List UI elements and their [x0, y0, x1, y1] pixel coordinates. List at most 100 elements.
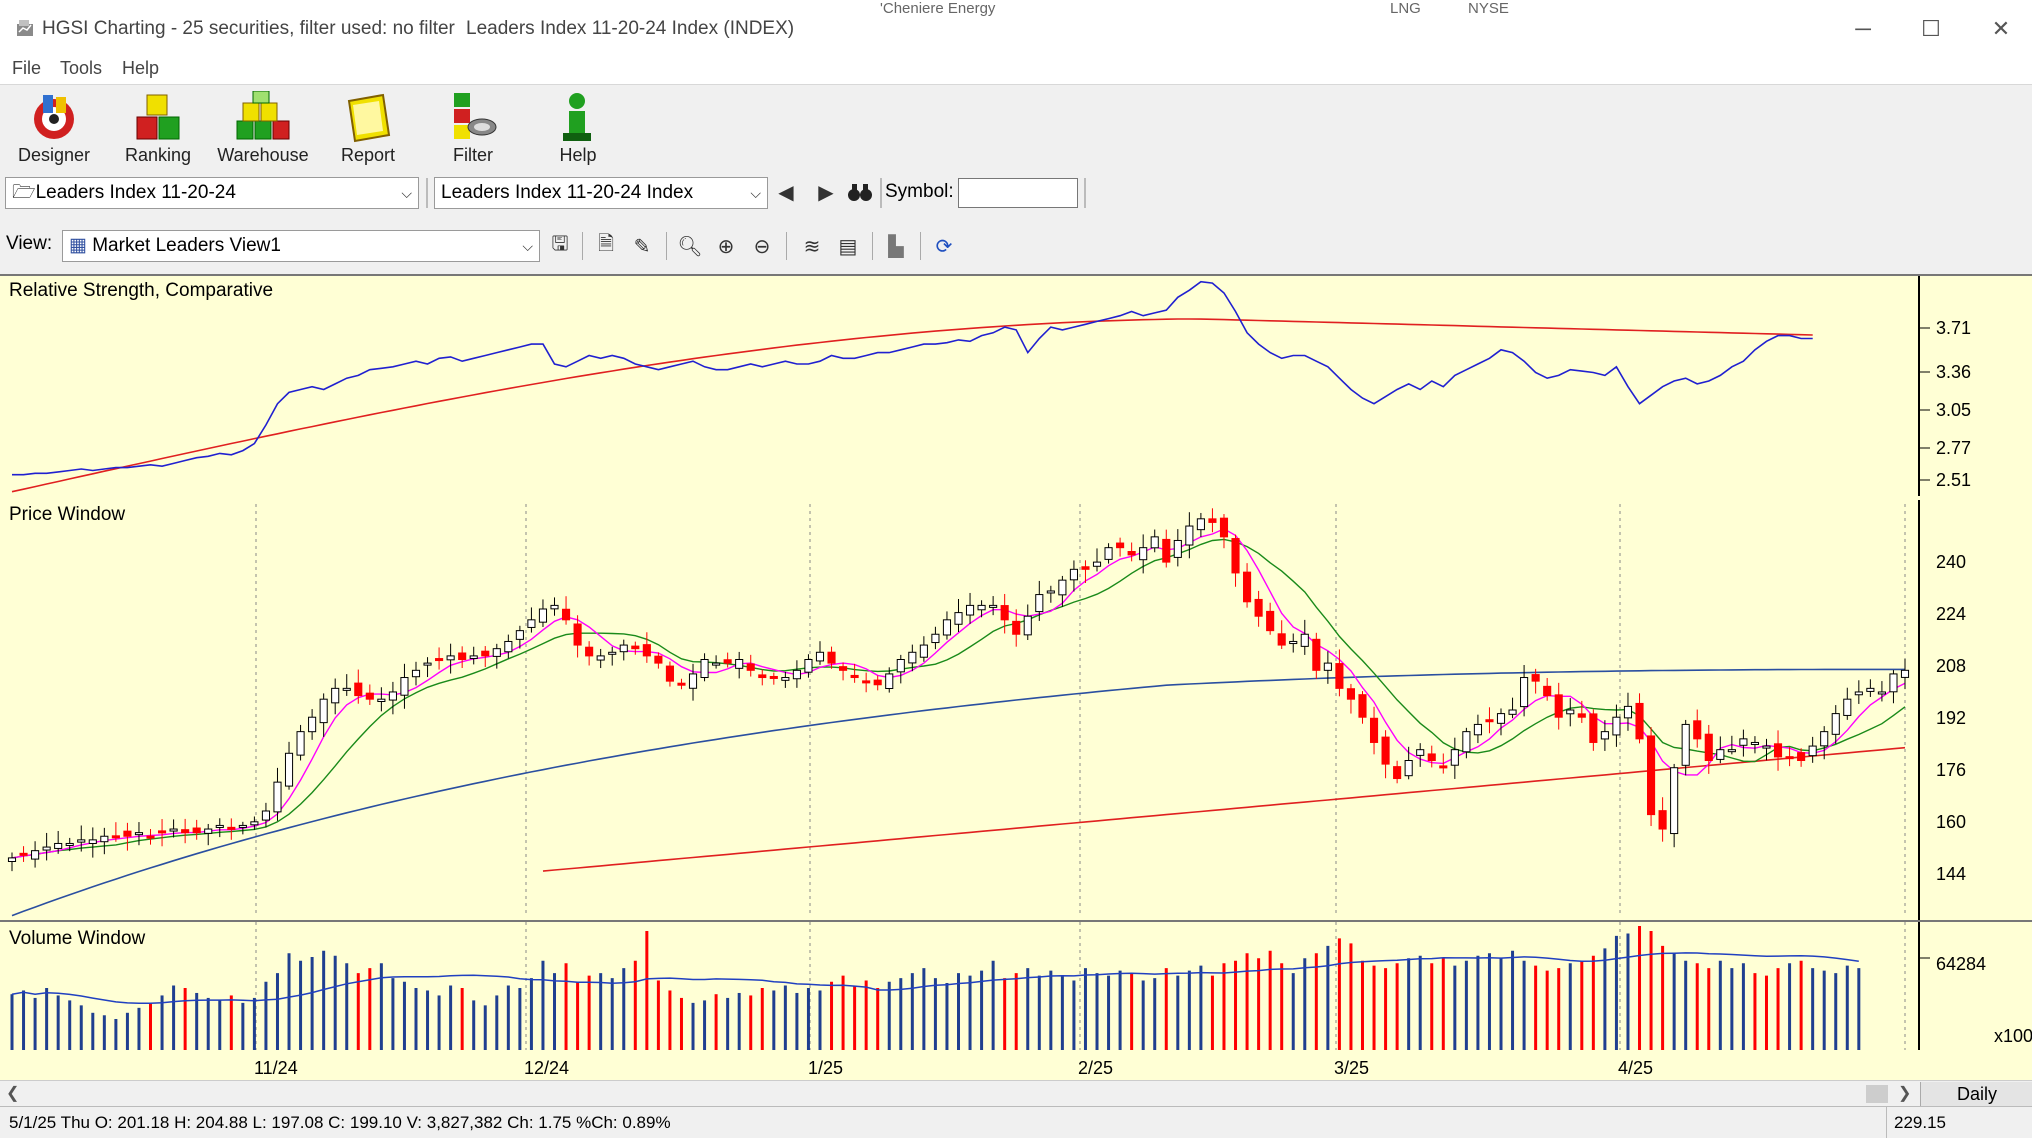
indicators-button[interactable]: ≋ [798, 232, 826, 260]
maximize-button[interactable]: ☐ [1921, 16, 1941, 41]
save-view-button[interactable]: 🖫 [546, 232, 574, 260]
candle-body [261, 810, 270, 821]
candle-body [550, 604, 559, 610]
candle-body [1404, 760, 1413, 777]
candle-body [1358, 694, 1367, 718]
candle-body [250, 821, 259, 826]
candle-body [873, 679, 882, 686]
filter-label: Filter [453, 145, 493, 165]
candle-body [1427, 753, 1436, 762]
filter-button[interactable]: Filter [423, 91, 523, 171]
candle-body [1623, 705, 1633, 719]
refresh-button[interactable]: ⟳ [930, 232, 958, 260]
period-selector[interactable]: Daily [1920, 1082, 2032, 1106]
filter-icon [454, 93, 497, 139]
candle-body [977, 604, 986, 611]
candle-body [181, 829, 190, 834]
warehouse-button[interactable]: Warehouse [213, 91, 313, 171]
divider [1886, 1107, 1887, 1138]
properties-button[interactable]: 🗎 [592, 232, 620, 260]
candle-body [561, 608, 571, 621]
refresh-icon: ⟳ [935, 235, 953, 258]
zoom-button[interactable]: 🔍︎ [676, 232, 704, 260]
security-select[interactable]: Leaders Index 11-20-24 Index ⌵ [434, 177, 768, 209]
chart-type-button[interactable]: ▙ [882, 232, 910, 260]
scroll-left-icon[interactable]: ❮ [6, 1085, 20, 1102]
candle-body [204, 828, 213, 834]
candle-body [1658, 810, 1667, 830]
previous-security-button[interactable]: ◀ [772, 178, 800, 206]
candle-body [1473, 723, 1482, 736]
view-select[interactable]: ▦ Market Leaders View1 ⌵ [62, 230, 540, 262]
candle-body [146, 835, 155, 839]
view-row: View: ▦ Market Leaders View1 ⌵ 🖫 🗎 ✎ 🔍︎ … [0, 218, 2032, 270]
security-select-value: Leaders Index 11-20-24 Index [441, 182, 694, 203]
group-select[interactable]: 🗁Leaders Index 11-20-24 ⌵ [5, 177, 419, 209]
zoom-out-button[interactable]: ⊖ [748, 232, 776, 260]
candle-body [527, 619, 536, 628]
app-icon [16, 18, 34, 38]
candle-body [1092, 561, 1102, 567]
chevron-down-icon: ⌵ [750, 185, 761, 201]
rs-chart [11, 280, 1930, 493]
designer-button[interactable]: Designer [4, 91, 104, 171]
candle-body [1012, 620, 1021, 635]
moving-average-mid-line [11, 538, 1906, 859]
designer-label: Designer [17, 145, 91, 165]
scroll-thumb[interactable] [1866, 1085, 1888, 1103]
report-button[interactable]: Report [318, 91, 418, 171]
candle-body [365, 692, 374, 700]
candle-body [1635, 702, 1644, 740]
candle-body [815, 651, 825, 662]
relative-strength-pane: Relative Strength, Comparative 3.71 3.36… [0, 274, 2032, 502]
candle-body [1531, 674, 1540, 682]
candle-body [1577, 713, 1586, 718]
data-table-button[interactable]: ▤ [834, 232, 862, 260]
ranking-button[interactable]: Ranking [108, 91, 208, 171]
candle-body [111, 835, 120, 839]
horizontal-scrollbar[interactable]: ❮ ❯ Daily [0, 1080, 2032, 1107]
volume-tick: 64284 [1936, 954, 1987, 974]
candle-body [123, 830, 132, 837]
zoom-out-icon: ⊖ [753, 235, 771, 258]
edit-view-button[interactable]: ✎ [628, 232, 656, 260]
app-title: HGSI Charting - 25 securities, filter us… [42, 18, 455, 39]
menu-help[interactable]: Help [122, 58, 160, 78]
menu-tools[interactable]: Tools [60, 58, 103, 78]
price-axis-line [1918, 500, 1920, 920]
candle-body [1300, 633, 1309, 647]
menu-file[interactable]: File [12, 58, 42, 78]
next-security-button[interactable]: ▶ [812, 178, 840, 206]
candle-body [1808, 745, 1817, 757]
document-title: Leaders Index 11-20-24 Index (INDEX) [466, 18, 795, 39]
scroll-right-icon[interactable]: ❯ [1898, 1085, 1912, 1102]
candle-body [1843, 698, 1852, 716]
help-toolbar-button[interactable]: Help [528, 91, 628, 171]
candle-body [850, 674, 859, 679]
zoom-in-icon: ⊕ [717, 235, 735, 258]
candle-body [1219, 517, 1229, 538]
candle-body [1773, 743, 1783, 758]
symbol-input[interactable] [958, 178, 1078, 208]
close-button[interactable]: ✕ [1991, 16, 2011, 41]
candle-body [619, 644, 628, 653]
candle-body [965, 604, 975, 616]
candle-body [400, 677, 409, 696]
price-pane: Price Window 240 224 208 192 176 160 144 [0, 500, 2032, 922]
zoom-in-button[interactable]: ⊕ [712, 232, 740, 260]
binoculars-icon [848, 184, 872, 201]
magnifier-icon: 🔍︎ [677, 235, 703, 258]
candle-body [1046, 590, 1055, 594]
right-arrow-icon: ▶ [818, 181, 834, 204]
x-axis-label: 12/24 [524, 1058, 570, 1078]
candle-body [1254, 598, 1263, 617]
x-axis-label: 2/25 [1078, 1058, 1114, 1078]
chevron-down-icon: ⌵ [401, 185, 412, 201]
candle-body [1900, 669, 1910, 678]
rs-tick: 3.36 [1936, 362, 1972, 382]
find-button[interactable] [846, 178, 874, 206]
minimize-button[interactable]: ─ [1855, 16, 1871, 41]
candle-body [342, 687, 351, 691]
candle-body [1323, 662, 1332, 671]
candle-body [19, 852, 28, 856]
